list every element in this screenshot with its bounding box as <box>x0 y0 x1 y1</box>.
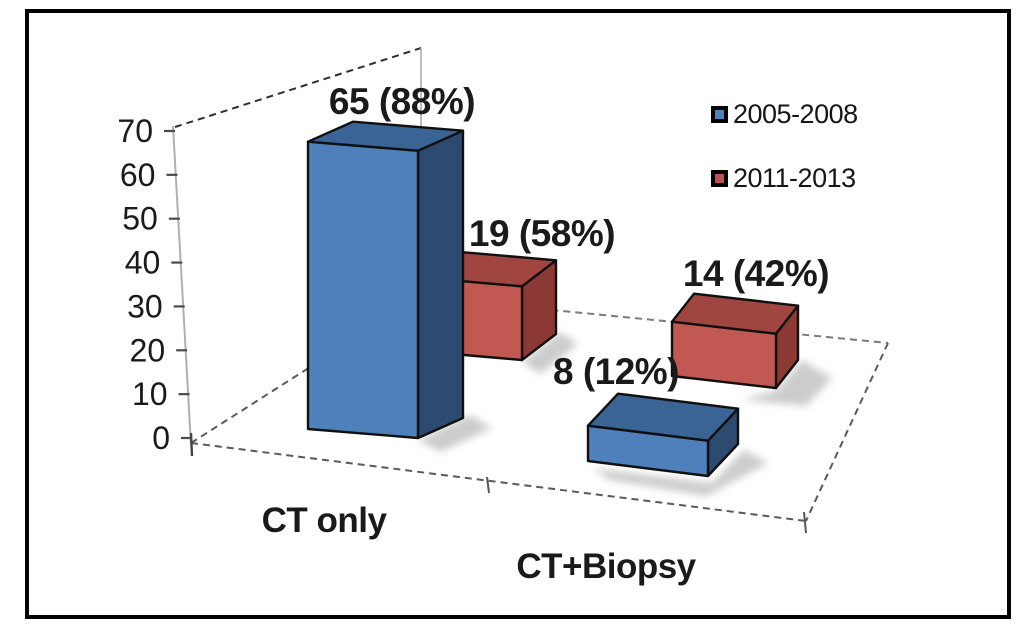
legend-label: 2011-2013 <box>733 163 856 193</box>
bar-2011-2013-ct-biopsy <box>670 292 800 390</box>
data-label: 8 (12%) <box>553 351 679 392</box>
y-tick-label: 10 <box>132 376 168 412</box>
y-tick-label: 40 <box>125 245 161 281</box>
y-tick-label: 20 <box>130 332 166 368</box>
bar-front-face <box>306 140 420 440</box>
legend-item: 2005-2008 <box>711 101 858 128</box>
bar-2005-2008-ct-biopsy <box>586 392 740 478</box>
floor-left-edge <box>190 296 421 444</box>
category-tick <box>486 476 490 494</box>
category-label: CT only <box>262 501 388 540</box>
data-label: 65 (88%) <box>329 81 475 122</box>
category-label: CT+Biopsy <box>516 547 696 586</box>
floor-right-edge <box>805 342 889 522</box>
bar-shadow <box>522 332 578 374</box>
data-label: 14 (42%) <box>683 253 829 294</box>
bar-top-face <box>586 392 740 442</box>
bar-side-face <box>416 129 465 440</box>
bar-2005-2008-ct-only <box>306 120 465 440</box>
bar-shadow <box>418 415 492 452</box>
y-tick-label: 50 <box>122 201 158 237</box>
y-tick-label: 60 <box>120 157 156 193</box>
y-tick-label: 70 <box>117 113 153 149</box>
origin-tick <box>189 432 194 457</box>
legend-swatch-icon <box>711 170 728 187</box>
floor-front-edge <box>190 442 807 522</box>
bar-shadow <box>592 450 768 496</box>
category-tick <box>803 511 807 534</box>
bar-top-face <box>670 292 800 335</box>
data-label: 19 (58%) <box>469 213 615 254</box>
y-axis-line <box>172 125 192 446</box>
legend-item: 2011-2013 <box>711 165 858 192</box>
bar-top-face <box>306 120 465 152</box>
legend-swatch-icon <box>711 106 728 123</box>
y-tick-label: 30 <box>127 288 163 324</box>
legend-label: 2005-2008 <box>733 99 858 129</box>
bar-shadow <box>742 360 832 406</box>
legend: 2005-2008 2011-2013 <box>711 101 858 192</box>
y-tick-label: 0 <box>152 420 170 456</box>
